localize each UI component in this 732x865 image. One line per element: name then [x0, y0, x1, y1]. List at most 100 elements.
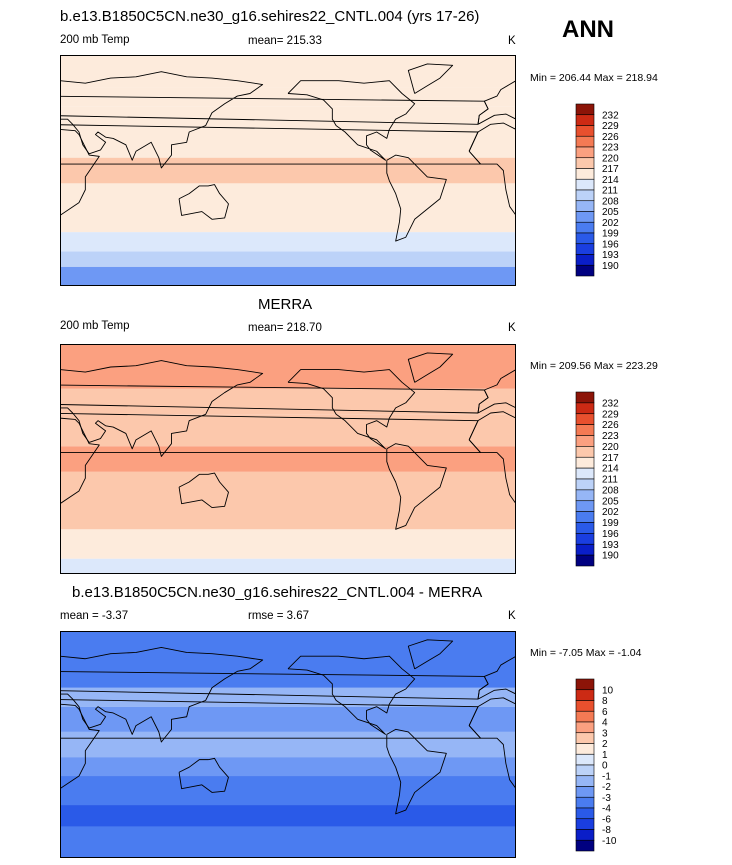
- lat-band: [60, 757, 516, 777]
- colorbar-tick-label: -2: [602, 782, 611, 793]
- colorbar-box: [575, 189, 595, 202]
- panel-3-title: b.e13.B1850C5CN.ne30_g16.sehires22_CNTL.…: [72, 584, 483, 601]
- colorbar-tick-label: 199: [602, 518, 619, 529]
- colorbar-tick-label: 214: [602, 464, 619, 475]
- colorbar-box: [575, 511, 595, 523]
- colorbar-box: [575, 689, 595, 701]
- colorbar-tick-label: 196: [602, 529, 619, 540]
- colorbar-tick-label: 214: [602, 175, 619, 186]
- colorbar-box: [575, 522, 595, 534]
- coastline: [468, 411, 516, 505]
- colorbar-tick-label: 193: [602, 540, 619, 551]
- colorbar-tick-label: 6: [602, 707, 608, 718]
- colorbar-tick-label: 190: [602, 551, 619, 562]
- colorbar-box: [575, 710, 595, 723]
- lat-band: [60, 106, 516, 132]
- map-frame: [60, 344, 516, 574]
- colorbar-tick-label: -6: [602, 814, 611, 825]
- coastline: [407, 352, 454, 383]
- season-label: ANN: [562, 16, 614, 43]
- colorbar-tick-label: 8: [602, 696, 608, 707]
- panel-3-map: [60, 631, 516, 858]
- colorbar-box: [575, 829, 595, 841]
- colorbar-box: [575, 211, 595, 223]
- colorbar-box: [575, 221, 595, 234]
- lat-band: [60, 388, 516, 415]
- colorbar-box: [575, 446, 595, 458]
- colorbar-box: [575, 243, 595, 255]
- map-frame: [60, 631, 516, 858]
- colorbar-tick-label: 202: [602, 218, 619, 229]
- colorbar-box: [575, 264, 595, 277]
- coastline: [468, 697, 516, 790]
- colorbar-box: [575, 839, 595, 852]
- colorbar-box: [575, 114, 595, 126]
- panel-1-minmax: Min = 206.44 Max = 218.94: [530, 72, 658, 84]
- map-frame: [60, 55, 516, 286]
- colorbar-tick-label: 196: [602, 239, 619, 250]
- lat-band: [60, 232, 516, 252]
- colorbar-box: [575, 103, 595, 116]
- coastline: [468, 122, 516, 216]
- colorbar-tick-label: 223: [602, 431, 619, 442]
- coastlines: [60, 63, 516, 242]
- lat-band: [60, 87, 516, 107]
- colorbar-tick-label: 2: [602, 739, 608, 750]
- colorbar-tick-label: 211: [602, 186, 618, 197]
- panel-1-units: K: [508, 35, 516, 47]
- coastline: [60, 360, 489, 457]
- coastline: [60, 124, 481, 216]
- colorbar-box: [575, 818, 595, 830]
- coastlines: [60, 352, 516, 530]
- colorbar-box: [575, 200, 595, 212]
- lat-band: [60, 558, 516, 574]
- colorbar-tick-label: 220: [602, 442, 619, 453]
- lat-band: [60, 826, 516, 858]
- lat-band: [60, 687, 516, 707]
- colorbar-tick-label: 205: [602, 496, 619, 507]
- colorbar-tick-label: 226: [602, 132, 619, 143]
- panel-3-units: K: [508, 610, 516, 622]
- coastline: [407, 63, 454, 94]
- colorbar-tick-label: 229: [602, 409, 619, 420]
- colorbar-box: [575, 554, 595, 567]
- panel-1-mean-label: mean= 215.33: [248, 35, 322, 47]
- colorbar-tick-label: 208: [602, 196, 619, 207]
- colorbar-box: [575, 678, 595, 691]
- coastline: [178, 184, 229, 220]
- panel-1-colorbar: 2322292262232202172142112082052021991961…: [575, 103, 619, 277]
- panel-2-colorbar: 2322292262232202172142112082052021991961…: [575, 391, 619, 567]
- panel-3-rmse-label: rmse = 3.67: [248, 610, 310, 622]
- panel-3-minmax: Min = -7.05 Max = -1.04: [530, 647, 642, 659]
- panel-3-mean-label: mean = -3.37: [60, 610, 129, 622]
- lat-band: [60, 132, 516, 158]
- colorbar-box: [575, 146, 595, 159]
- coastline: [60, 646, 489, 743]
- colorbar-box: [575, 796, 595, 809]
- colorbar-box: [575, 168, 595, 180]
- colorbar-tick-label: 220: [602, 153, 619, 164]
- colorbar-tick-label: -10: [602, 836, 617, 847]
- colorbar-box: [575, 456, 595, 469]
- lat-band: [60, 471, 516, 530]
- coastline: [386, 443, 447, 530]
- colorbar-tick-label: -4: [602, 804, 611, 815]
- colorbar-box: [575, 413, 595, 425]
- lat-band: [60, 706, 516, 732]
- colorbar-box: [575, 775, 595, 787]
- colorbar-tick-label: 226: [602, 420, 619, 431]
- colorbar-tick-label: 10: [602, 685, 614, 696]
- lat-band: [60, 55, 516, 88]
- coastline: [178, 472, 229, 509]
- lat-band: [60, 251, 516, 267]
- colorbar-box: [575, 764, 595, 777]
- colorbar-tick-label: 208: [602, 485, 619, 496]
- colorbar-box: [575, 700, 595, 712]
- coastline: [178, 757, 229, 793]
- colorbar-tick-label: 4: [602, 718, 608, 729]
- colorbar-box: [575, 157, 595, 169]
- colorbar-box: [575, 533, 595, 545]
- colorbar-box: [575, 500, 595, 512]
- coastline: [287, 655, 416, 735]
